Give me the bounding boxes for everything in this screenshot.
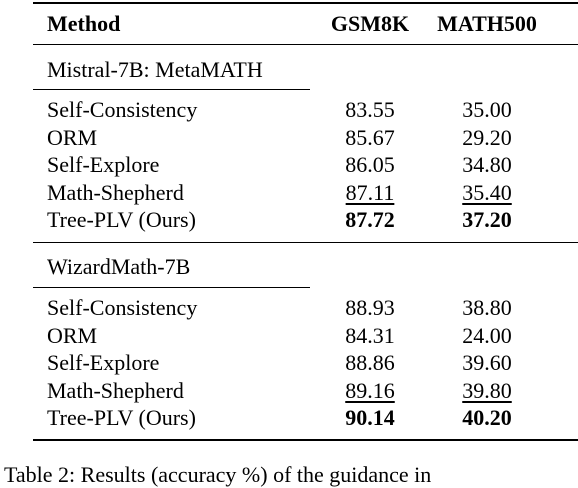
section-title: Mistral-7B: MetaMATH — [47, 57, 263, 82]
gsm8k-cell: 83.55 — [345, 97, 395, 122]
math500-cell: 34.80 — [462, 152, 512, 177]
math500-cell: 40.20 — [462, 405, 512, 430]
gsm8k-cell: 86.05 — [345, 152, 395, 177]
method-cell: Self-Explore — [47, 152, 160, 177]
top-rule — [33, 2, 578, 4]
method-cell: Tree-PLV (Ours) — [47, 207, 196, 232]
math500-cell: 38.80 — [462, 295, 512, 320]
gsm8k-cell: 87.11 — [345, 179, 395, 205]
gsm8k-cell: 90.14 — [345, 405, 395, 430]
gsm8k-cell: 85.67 — [345, 124, 395, 150]
math500-cell: 24.00 — [462, 322, 512, 348]
header-method: Method — [47, 11, 121, 36]
gsm8k-cell: 87.72 — [345, 207, 395, 232]
section-divider-rule — [33, 242, 578, 243]
gsm8k-cell: 84.31 — [345, 322, 395, 348]
section1-title-rule — [33, 89, 310, 90]
header-rule — [33, 44, 578, 45]
section-title: WizardMath-7B — [47, 254, 191, 279]
math500-cell: 37.20 — [462, 207, 512, 232]
method-cell: Tree-PLV (Ours) — [47, 405, 196, 430]
gsm8k-cell: 89.16 — [345, 377, 395, 403]
math500-cell: 29.20 — [462, 124, 512, 150]
method-cell: Math-Shepherd — [47, 377, 184, 403]
section2-title-rule — [33, 287, 310, 288]
header-gsm8k: GSM8K — [330, 11, 410, 36]
header-math500: MATH500 — [437, 11, 537, 36]
gsm8k-cell: 88.86 — [345, 350, 395, 375]
method-cell: Self-Explore — [47, 350, 160, 375]
method-cell: ORM — [47, 124, 98, 150]
math500-cell: 35.40 — [462, 179, 512, 205]
method-cell: ORM — [47, 322, 98, 348]
table-caption: Table 2: Results (accuracy %) of the gui… — [4, 462, 432, 487]
math500-cell: 39.60 — [462, 350, 512, 375]
math500-cell: 35.00 — [462, 97, 512, 122]
method-cell: Self-Consistency — [47, 97, 198, 122]
method-cell: Math-Shepherd — [47, 179, 184, 205]
bottom-rule — [33, 439, 578, 441]
method-cell: Self-Consistency — [47, 295, 198, 320]
math500-cell: 39.80 — [462, 377, 512, 403]
gsm8k-cell: 88.93 — [345, 295, 395, 320]
